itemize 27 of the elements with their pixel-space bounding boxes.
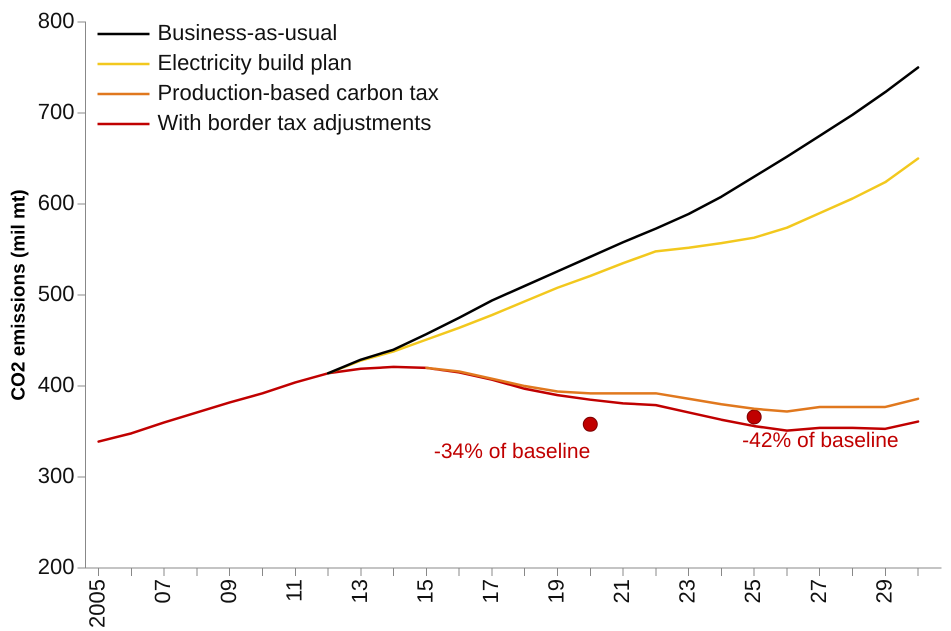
y-tick-label: 700: [38, 99, 75, 124]
y-tick-label: 200: [38, 554, 75, 580]
legend-label: Electricity build plan: [158, 50, 352, 76]
annotation: -34% of baseline: [434, 440, 590, 464]
y-axis-title: CO2 emissions (mil mt): [8, 189, 30, 401]
x-tick-label: 25: [740, 579, 766, 604]
legend-label: With border tax adjustments: [158, 110, 432, 136]
x-tick-label: 2005: [84, 579, 110, 628]
x-tick-label: 19: [544, 579, 569, 604]
x-tick-label: 07: [150, 579, 176, 604]
legend-label: Business-as-usual: [158, 20, 338, 46]
annotation: -42% of baseline: [742, 428, 899, 452]
y-tick-label: 400: [38, 372, 75, 398]
x-tick-label: 13: [346, 579, 372, 604]
y-tick-label: 500: [38, 281, 75, 306]
x-tick-label: 29: [871, 579, 896, 604]
x-tick-label: 23: [674, 579, 700, 604]
x-tick-label: 09: [216, 579, 241, 604]
x-tick-label: 27: [806, 579, 831, 604]
y-tick-label: 600: [38, 190, 75, 216]
y-tick-label: 300: [38, 463, 75, 488]
x-tick-label: 17: [478, 579, 504, 604]
legend-label: Production-based carbon tax: [158, 80, 439, 106]
x-tick-label: 11: [281, 579, 306, 602]
y-tick-label: 800: [38, 8, 75, 34]
x-tick-label: 21: [609, 579, 634, 604]
x-tick-label: 15: [412, 579, 438, 604]
